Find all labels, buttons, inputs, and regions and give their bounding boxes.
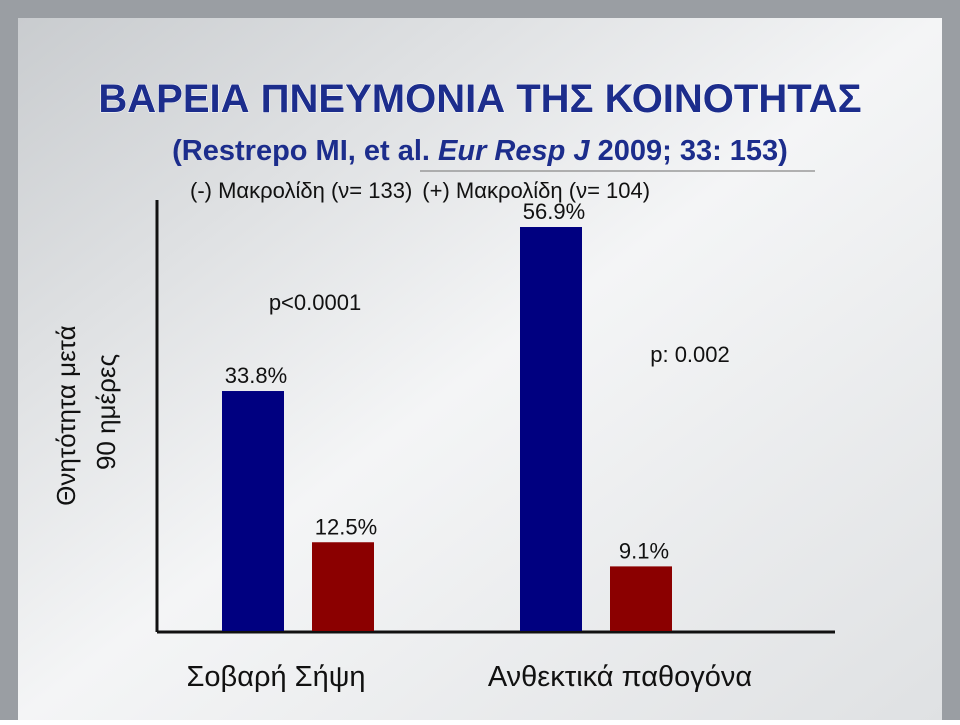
annotation: p<0.0001	[269, 290, 361, 315]
legend-entry: (-) Μακρολίδη (ν= 133)	[190, 178, 412, 203]
subtitle-part: Eur Resp J	[438, 135, 590, 167]
title: ΒΑΡΕΙΑ ΠΝΕΥΜΟΝΙΑ ΤΗΣ ΚΟΙΝΟΤΗΤΑΣ	[98, 77, 861, 121]
value-label: 9.1%	[619, 538, 669, 563]
background	[18, 18, 942, 720]
value-label: 56.9%	[523, 199, 585, 224]
bar	[222, 391, 284, 631]
x-tick-label: Ανθεκτικά παθογόνα	[488, 661, 752, 693]
value-label: 12.5%	[315, 514, 377, 539]
bar	[312, 542, 374, 631]
legend-entry: (+) Μακρολίδη (ν= 104)	[422, 178, 650, 203]
x-tick-label: Σοβαρή Σήψη	[186, 661, 365, 693]
bar	[610, 566, 672, 631]
bar	[520, 227, 582, 631]
y-label-line: 90 ημέρες	[91, 354, 121, 470]
annotation: p: 0.002	[650, 342, 730, 367]
subtitle: (Restrepo MI, et al. Eur Resp J 2009; 33…	[172, 135, 788, 167]
y-axis-label: Θνητότητα μετά 90 ημέρες	[51, 318, 121, 506]
y-label-line: Θνητότητα μετά	[51, 325, 81, 505]
value-label: 33.8%	[225, 363, 287, 388]
subtitle-part: 2009; 33: 153)	[590, 135, 788, 167]
subtitle-part: (Restrepo MI, et al.	[172, 135, 438, 167]
